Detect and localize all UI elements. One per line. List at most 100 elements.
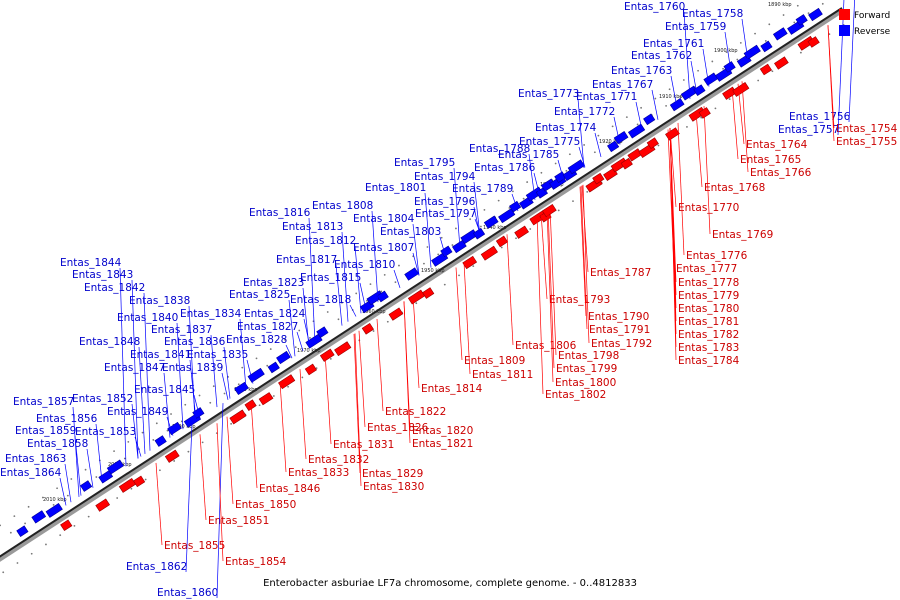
forward-gene-label[interactable]: Entas_1830 — [363, 481, 424, 493]
forward-gene-label[interactable]: Entas_1846 — [259, 483, 321, 495]
reverse-gene-label[interactable]: Entas_1843 — [72, 269, 133, 281]
forward-gene-label[interactable]: Entas_1754 — [836, 123, 898, 135]
reverse-gene-block[interactable] — [743, 44, 761, 60]
reverse-gene-block[interactable] — [316, 326, 329, 338]
reverse-gene-label[interactable]: Entas_1841 — [130, 349, 191, 361]
forward-gene-block[interactable] — [278, 374, 296, 390]
reverse-gene-block[interactable] — [451, 239, 467, 254]
reverse-gene-label[interactable]: Entas_1837 — [151, 324, 212, 336]
forward-gene-label[interactable]: Entas_1821 — [412, 438, 473, 450]
reverse-gene-block[interactable] — [276, 350, 291, 365]
reverse-gene-block[interactable] — [760, 40, 773, 53]
forward-gene-label[interactable]: Entas_1850 — [235, 499, 296, 511]
reverse-gene-label[interactable]: Entas_1856 — [36, 413, 98, 425]
reverse-gene-block[interactable] — [607, 140, 620, 153]
reverse-gene-label[interactable]: Entas_1825 — [229, 289, 290, 301]
forward-gene-label[interactable]: Entas_1809 — [464, 355, 525, 367]
reverse-gene-label[interactable]: Entas_1863 — [5, 453, 66, 465]
forward-gene-label[interactable]: Entas_1755 — [836, 136, 897, 148]
forward-gene-label[interactable]: Entas_1784 — [678, 355, 740, 367]
reverse-gene-label[interactable]: Entas_1761 — [643, 38, 704, 50]
forward-gene-label[interactable]: Entas_1769 — [712, 229, 773, 241]
reverse-gene-label[interactable]: Entas_1834 — [180, 308, 242, 320]
forward-gene-label[interactable]: Entas_1776 — [686, 250, 748, 262]
reverse-gene-label[interactable]: Entas_1817 — [276, 254, 337, 266]
forward-gene-block[interactable] — [304, 363, 317, 376]
forward-gene-label[interactable]: Entas_1832 — [308, 454, 369, 466]
reverse-gene-label[interactable]: Entas_1756 — [789, 111, 851, 123]
reverse-gene-block[interactable] — [613, 130, 629, 145]
forward-gene-label[interactable]: Entas_1811 — [472, 369, 533, 381]
reverse-gene-label[interactable]: Entas_1842 — [84, 282, 145, 294]
forward-gene-block[interactable] — [164, 449, 180, 463]
forward-gene-block[interactable] — [774, 56, 789, 70]
forward-gene-label[interactable]: Entas_1798 — [558, 350, 619, 362]
reverse-gene-block[interactable] — [376, 290, 389, 303]
forward-gene-block[interactable] — [514, 225, 529, 239]
forward-gene-block[interactable] — [258, 392, 274, 406]
reverse-gene-label[interactable]: Entas_1844 — [60, 257, 122, 269]
reverse-gene-label[interactable]: Entas_1864 — [0, 467, 62, 479]
forward-gene-label[interactable]: Entas_1806 — [515, 340, 577, 352]
reverse-gene-label[interactable]: Entas_1835 — [187, 349, 248, 361]
reverse-gene-block[interactable] — [772, 27, 788, 41]
reverse-gene-block[interactable] — [267, 361, 280, 374]
reverse-gene-label[interactable]: Entas_1838 — [129, 295, 190, 307]
reverse-gene-block[interactable] — [703, 72, 719, 86]
reverse-gene-label[interactable]: Entas_1767 — [592, 79, 653, 91]
forward-gene-label[interactable]: Entas_1783 — [678, 342, 739, 354]
forward-gene-block[interactable] — [592, 172, 605, 185]
reverse-gene-block[interactable] — [795, 14, 808, 26]
reverse-gene-label[interactable]: Entas_1794 — [414, 171, 476, 183]
forward-gene-block[interactable] — [60, 519, 73, 532]
reverse-gene-label[interactable]: Entas_1785 — [498, 149, 559, 161]
reverse-gene-block[interactable] — [472, 227, 486, 240]
forward-gene-block[interactable] — [95, 498, 111, 512]
forward-gene-block[interactable] — [732, 82, 750, 97]
forward-gene-label[interactable]: Entas_1826 — [367, 422, 429, 434]
reverse-gene-label[interactable]: Entas_1786 — [474, 162, 536, 174]
reverse-gene-label[interactable]: Entas_1859 — [15, 425, 76, 437]
reverse-gene-block[interactable] — [460, 229, 478, 245]
forward-gene-label[interactable]: Entas_1793 — [549, 294, 610, 306]
forward-gene-block[interactable] — [807, 36, 820, 48]
reverse-gene-label[interactable]: Entas_1771 — [576, 91, 637, 103]
forward-gene-label[interactable]: Entas_1799 — [556, 363, 617, 375]
reverse-gene-label[interactable]: Entas_1788 — [469, 143, 530, 155]
forward-gene-label[interactable]: Entas_1764 — [746, 139, 808, 151]
reverse-gene-block[interactable] — [567, 159, 585, 175]
reverse-gene-label[interactable]: Entas_1815 — [300, 272, 361, 284]
reverse-gene-block[interactable] — [154, 435, 167, 447]
reverse-gene-block[interactable] — [79, 480, 93, 492]
forward-gene-label[interactable]: Entas_1781 — [678, 316, 739, 328]
reverse-gene-block[interactable] — [627, 123, 646, 139]
reverse-gene-label[interactable]: Entas_1804 — [353, 213, 415, 225]
reverse-gene-label[interactable]: Entas_1775 — [519, 136, 580, 148]
reverse-gene-label[interactable]: Entas_1773 — [518, 88, 579, 100]
reverse-gene-label[interactable]: Entas_1845 — [134, 384, 195, 396]
reverse-gene-label[interactable]: Entas_1857 — [13, 396, 74, 408]
forward-gene-label[interactable]: Entas_1800 — [555, 377, 616, 389]
forward-gene-block[interactable] — [319, 348, 335, 362]
reverse-gene-label[interactable]: Entas_1813 — [282, 221, 343, 233]
forward-gene-label[interactable]: Entas_1820 — [412, 425, 473, 437]
forward-gene-block[interactable] — [388, 307, 404, 321]
reverse-gene-label[interactable]: Entas_1760 — [624, 1, 685, 13]
reverse-gene-label[interactable]: Entas_1853 — [75, 426, 136, 438]
reverse-gene-label[interactable]: Entas_1836 — [164, 336, 226, 348]
forward-gene-block[interactable] — [665, 127, 680, 141]
forward-gene-label[interactable]: Entas_1833 — [288, 467, 349, 479]
reverse-gene-block[interactable] — [404, 267, 419, 281]
reverse-gene-block[interactable] — [16, 525, 29, 537]
forward-gene-label[interactable]: Entas_1766 — [750, 167, 812, 179]
forward-gene-block[interactable] — [229, 409, 247, 425]
reverse-gene-label[interactable]: Entas_1808 — [312, 200, 373, 212]
reverse-gene-block[interactable] — [498, 208, 516, 224]
reverse-gene-block[interactable] — [643, 113, 656, 126]
reverse-gene-label[interactable]: Entas_1758 — [682, 8, 743, 20]
reverse-gene-label[interactable]: Entas_1810 — [334, 259, 395, 271]
forward-gene-label[interactable]: Entas_1802 — [545, 389, 606, 401]
reverse-gene-label[interactable]: Entas_1818 — [290, 294, 351, 306]
forward-gene-label[interactable]: Entas_1780 — [678, 303, 739, 315]
forward-gene-block[interactable] — [495, 235, 509, 248]
